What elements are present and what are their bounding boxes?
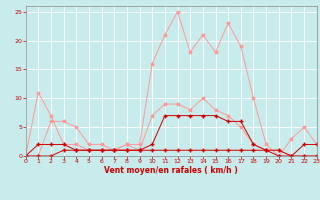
X-axis label: Vent moyen/en rafales ( km/h ): Vent moyen/en rafales ( km/h ) xyxy=(104,166,238,175)
